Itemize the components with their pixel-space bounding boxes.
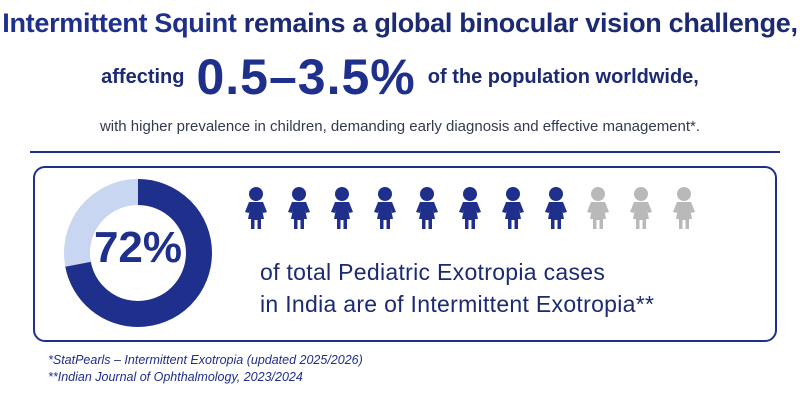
divider — [30, 151, 780, 153]
footnote-1: *StatPearls – Intermittent Exotropia (up… — [48, 353, 363, 367]
child-figure-icon-highlighted — [320, 186, 363, 234]
child-figure-icon-highlighted — [406, 186, 449, 234]
headline-stat: 0.5–3.5% — [196, 49, 416, 105]
footnote-2: **Indian Journal of Ophthalmology, 2023/… — [48, 370, 303, 384]
child-figure-icon-highlighted — [278, 186, 321, 234]
donut-chart — [64, 179, 212, 327]
percent-label: 72% — [93, 223, 183, 272]
headline-rest: remains a global binocular vision challe… — [243, 8, 798, 38]
child-figure-icon — [577, 186, 620, 234]
child-figure-icon-highlighted — [235, 186, 278, 234]
child-figure-icon-highlighted — [534, 186, 577, 234]
child-figure-icon — [620, 186, 663, 234]
child-figure-icon — [662, 186, 705, 234]
headline-prefix: affecting — [101, 65, 185, 88]
subline: with higher prevalence in children, dema… — [99, 118, 701, 135]
stat-description: of total Pediatric Exotropia cases in In… — [260, 256, 760, 320]
stat-card: 72% of total Pediatric Exotropia cases i… — [33, 166, 777, 342]
child-figure-icon-highlighted — [363, 186, 406, 234]
donut-fill — [64, 179, 212, 327]
footnotes: *StatPearls – Intermittent Exotropia (up… — [48, 352, 363, 386]
stat-text-line-1: of total Pediatric Exotropia cases — [260, 259, 606, 285]
child-figure-icon-highlighted — [449, 186, 492, 234]
child-figure-icon-highlighted — [491, 186, 534, 234]
headline-emphasis: Intermittent Squint — [2, 8, 237, 38]
headline-line-1: Intermittent Squint remains a global bin… — [0, 8, 800, 39]
child-figures — [235, 186, 705, 234]
headline-line-2: affecting 0.5–3.5% of the population wor… — [0, 52, 800, 102]
stat-text-line-2: in India are of Intermittent Exotropia** — [260, 291, 655, 317]
headline-suffix: of the population worldwide, — [427, 65, 699, 88]
